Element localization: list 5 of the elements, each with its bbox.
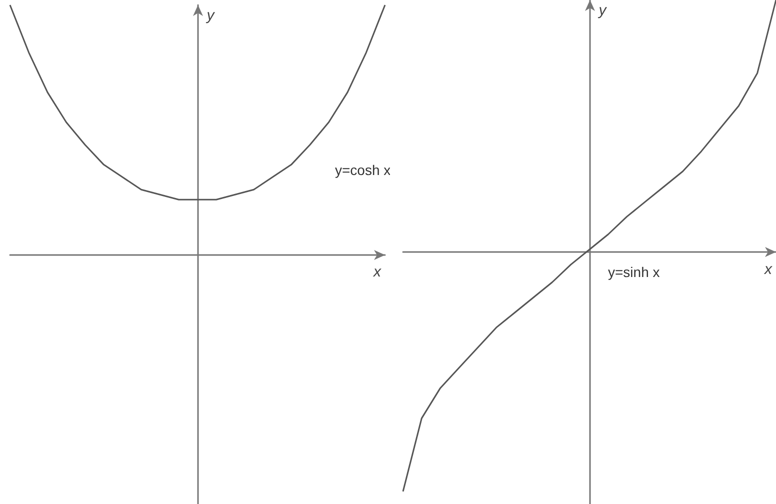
x-axis-title: x: [764, 261, 772, 278]
x-axis-title: x: [372, 264, 382, 280]
y-axis-title: y: [598, 2, 608, 19]
y-axis-title: y: [206, 7, 216, 24]
annotation: y=sinh x: [608, 264, 660, 280]
